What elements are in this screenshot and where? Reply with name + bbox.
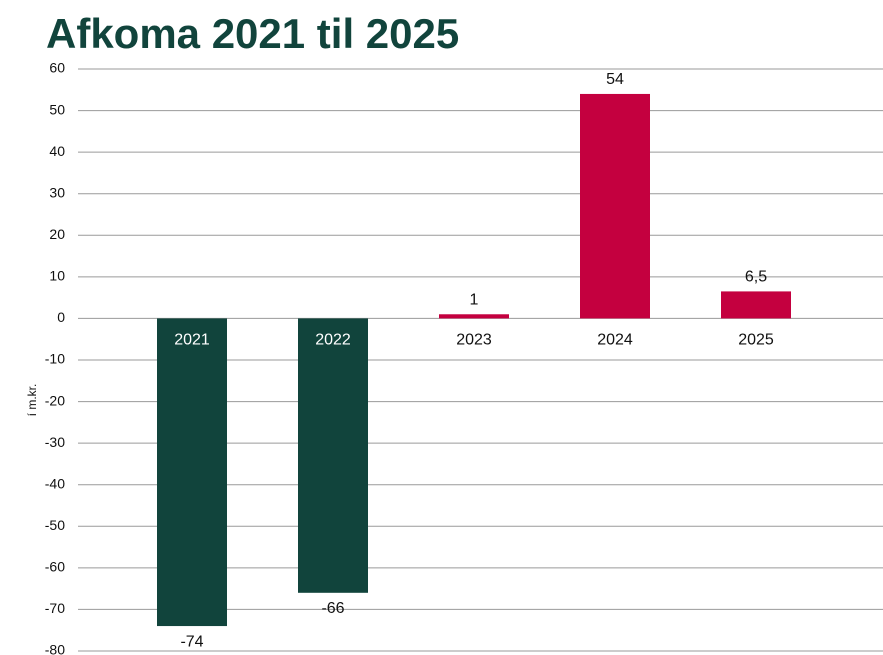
y-tick-label: 10: [49, 268, 65, 284]
y-tick-label: 40: [49, 143, 65, 159]
data-label: 54: [606, 71, 624, 88]
bar: [721, 291, 791, 319]
y-tick-label: 0: [57, 309, 65, 325]
y-tick-label: -20: [45, 392, 65, 408]
y-tick-label: -80: [45, 642, 65, 655]
y-tick-label: -50: [45, 517, 65, 533]
x-tick-label: 2022: [315, 332, 351, 349]
x-tick-label: 2025: [738, 332, 774, 349]
data-label: 1: [470, 291, 479, 308]
y-tick-label: -60: [45, 559, 65, 575]
data-label: -74: [180, 633, 203, 650]
y-tick-label: -70: [45, 600, 65, 616]
x-tick-label: 2023: [456, 332, 492, 349]
y-tick-label: -40: [45, 475, 65, 491]
y-tick-label: 20: [49, 226, 65, 242]
y-tick-label: -30: [45, 434, 65, 450]
bar: [298, 318, 368, 593]
bar: [157, 318, 227, 627]
data-label: 6,5: [745, 269, 767, 286]
chart-title: Afkoma 2021 til 2025: [46, 10, 459, 57]
y-tick-label: 30: [49, 184, 65, 200]
bar: [580, 93, 650, 319]
y-tick-label: 60: [49, 60, 65, 76]
data-label: -66: [321, 600, 344, 617]
y-axis-label: í m.kr.: [25, 384, 39, 417]
y-tick-label: -10: [45, 351, 65, 367]
bar: [439, 314, 509, 319]
y-tick-label: 50: [49, 101, 65, 117]
x-tick-label: 2021: [174, 332, 210, 349]
x-tick-label: 2024: [597, 332, 633, 349]
